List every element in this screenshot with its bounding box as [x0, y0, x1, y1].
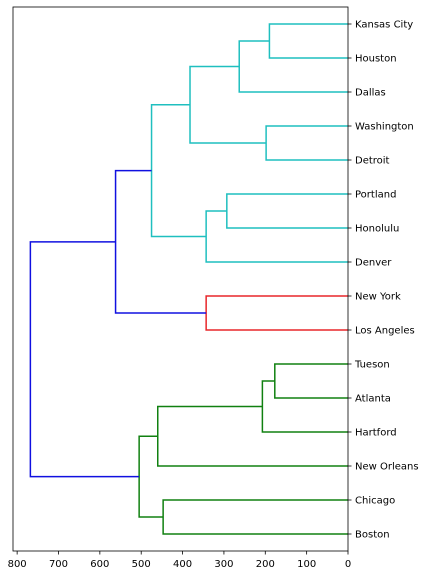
leaf-label: New Orleans [355, 462, 419, 473]
x-tick-label: 0 [345, 559, 351, 570]
leaf-label: Los Angeles [355, 326, 415, 337]
x-tick-label: 800 [8, 559, 27, 570]
leaf-label: Houston [355, 54, 397, 65]
leaf-label: Dallas [355, 88, 386, 99]
x-tick-label: 200 [256, 559, 275, 570]
dendrogram-links [29, 23, 348, 535]
leaf-label: Atlanta [355, 394, 391, 405]
leaf-label: Denver [355, 258, 392, 269]
leaf-label: Chicago [355, 496, 395, 507]
dendrogram-link-m11 [261, 380, 348, 433]
dendrogram-link-m14 [138, 435, 164, 518]
leaf-label: Boston [355, 530, 390, 541]
x-axis: 800 700 600 500 400 300 200 100 0 [8, 551, 351, 570]
dendrogram-link-m6 [205, 210, 348, 263]
dendrogram-link-m12 [157, 405, 348, 467]
leaf-label: Tueson [354, 360, 390, 371]
dendrogram-link-m5 [226, 193, 348, 229]
dendrogram-link-m3 [265, 125, 348, 161]
dendrogram-link-m15 [29, 241, 140, 478]
dendrogram-link-m7 [150, 104, 207, 238]
dendrogram-link-m9 [114, 169, 207, 314]
x-tick-label: 100 [297, 559, 316, 570]
x-tick-label: 400 [173, 559, 192, 570]
dendrogram-link-m4 [189, 65, 267, 144]
dendrogram-link-m1 [268, 23, 348, 59]
leaf-label: Portland [355, 190, 396, 201]
x-tick-label: 300 [214, 559, 233, 570]
dendrogram-link-m10 [274, 363, 348, 399]
leaf-label: Honolulu [355, 224, 399, 235]
dendrogram-link-m2 [238, 40, 348, 93]
leaf-label: Kansas City [355, 20, 413, 31]
leaf-label: New York [355, 292, 401, 303]
x-tick-label: 700 [49, 559, 68, 570]
dendrogram-link-m8 [205, 295, 348, 331]
x-tick-label: 500 [132, 559, 151, 570]
x-tick-label: 600 [90, 559, 109, 570]
leaf-label: Detroit [355, 156, 390, 167]
leaf-labels: Kansas City Houston Dallas Washington Detroi… [348, 20, 419, 541]
dendrogram-link-m13 [162, 499, 348, 535]
leaf-label: Hartford [355, 428, 397, 439]
plot-frame [12, 6, 349, 552]
leaf-label: Washington [355, 122, 414, 133]
